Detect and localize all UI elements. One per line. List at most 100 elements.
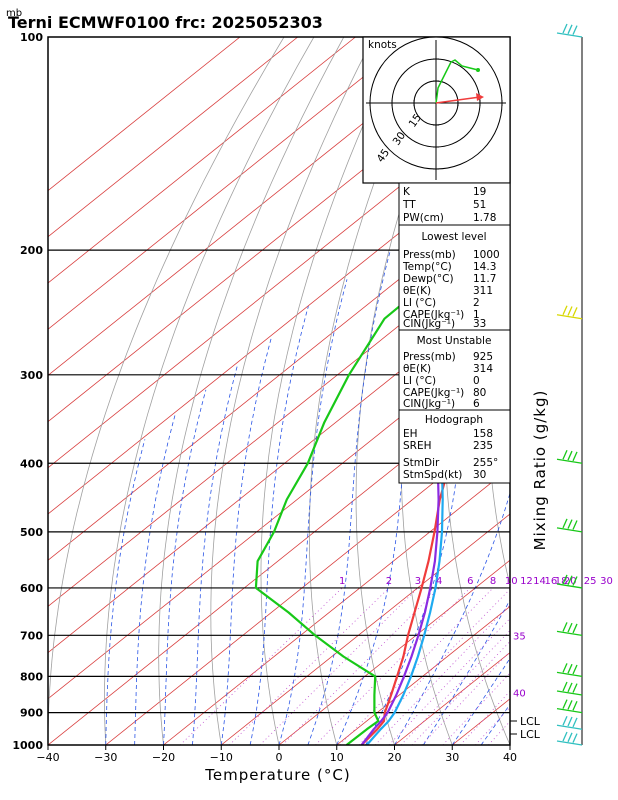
wind-barb-staff — [556, 630, 583, 636]
hodo-val-stmspd: 30 — [473, 469, 486, 481]
mixing-ratio-line — [421, 650, 510, 745]
isotherm-line — [48, 37, 241, 192]
hodograph-trace — [435, 59, 479, 104]
pressure-tick-label: 200 — [20, 244, 43, 257]
mu-key-press: Press(mb) — [403, 351, 456, 363]
index-key-k: K — [403, 186, 411, 198]
wind-barb-staff — [556, 583, 583, 589]
wind-barb-feather — [572, 520, 578, 530]
lowest-val-thetae: 311 — [473, 285, 493, 297]
lowest-key-cin: CIN(Jkg⁻¹) — [403, 318, 455, 330]
temperature-tick-label: 40 — [503, 751, 517, 764]
wind-barb-feather — [572, 576, 578, 586]
temperature-tick-label: −10 — [210, 751, 233, 764]
wind-barb-feather — [572, 25, 578, 35]
wind-barb-feather — [572, 683, 578, 693]
hodo-key-eh: EH — [403, 428, 418, 440]
wind-barb-feather — [562, 23, 568, 34]
isotherm-line — [48, 37, 472, 376]
x-axis-title: Temperature (°C) — [204, 766, 350, 784]
wind-barb-feather — [572, 717, 578, 728]
moist-adiabat-line — [134, 413, 176, 745]
mixing-ratio-label: 2 — [386, 576, 392, 587]
wind-barb-feather — [567, 306, 573, 316]
moist-adiabat-line — [278, 279, 348, 745]
isotherm-line — [48, 37, 414, 330]
wind-barb-feather — [572, 700, 578, 711]
wind-barb-feather — [562, 622, 568, 632]
mixing-ratio-label: 35 — [513, 631, 526, 642]
mixing-ratio-label: 6 — [467, 576, 473, 587]
wind-barb-staff — [556, 724, 583, 730]
hodo-key-stmdir: StmDir — [403, 457, 440, 469]
isotherm-line — [336, 605, 510, 745]
pressure-tick-label: 800 — [20, 670, 43, 683]
lowest-key-dewp: Dewp(°C) — [403, 273, 454, 285]
mixing-ratio-label: 14 — [533, 576, 546, 587]
mixing-ratio-label: 18 — [555, 576, 568, 587]
wind-barb-feather — [567, 716, 573, 727]
hodograph-trace-end — [476, 68, 480, 72]
lowest-level-header: Lowest level — [421, 231, 486, 243]
chart-title: Terni ECMWF0100 frc: 2025052303 — [8, 13, 323, 32]
dry-adiabat-line — [568, 37, 618, 745]
lowest-key-temp: Temp(°C) — [402, 261, 452, 273]
wind-barb-feather — [567, 575, 573, 585]
wind-barb-feather — [572, 307, 578, 317]
lowest-key-li: LI (°C) — [403, 297, 436, 309]
mixing-ratio-line — [442, 672, 510, 745]
moist-adiabat-line — [249, 306, 309, 745]
mixing-ratio-line — [475, 706, 510, 745]
hodograph-table-header: Hodograph — [425, 414, 483, 426]
hodo-key-stmspd: StmSpd(kt) — [403, 469, 462, 481]
isotherm-line — [163, 467, 510, 745]
pressure-tick-label: 900 — [20, 707, 43, 720]
wind-barb-staff — [556, 458, 583, 464]
wind-barb-staff — [556, 690, 583, 696]
lcl-label-2: LCL — [520, 728, 541, 741]
stability-table: K 19 TT 51 PW(cm) 1.78 Lowest level Pres… — [398, 182, 511, 484]
wind-barb-staff — [556, 32, 583, 38]
wind-barb-feather — [567, 622, 573, 633]
wind-barb-feather — [572, 733, 578, 743]
mixing-ratio-label: 3 — [415, 576, 421, 587]
mixing-ratio-label: 40 — [513, 688, 526, 699]
dry-adiabat-line — [308, 37, 434, 745]
wind-barb-staff — [556, 671, 583, 678]
hodo-val-sreh: 235 — [473, 440, 493, 452]
hodo-val-eh: 158 — [473, 428, 493, 440]
isotherm-line — [221, 513, 510, 745]
dry-adiabat-line — [210, 37, 375, 745]
lowest-key-thetae: θE(K) — [403, 285, 431, 297]
mu-val-thetae: 314 — [473, 363, 493, 375]
profile-line — [254, 215, 510, 745]
hodograph-ticks — [369, 37, 503, 170]
wind-barb-feather — [567, 682, 573, 693]
dry-adiabat-line — [104, 37, 315, 745]
y2-axis-title: Mixing Ratio (g/kg) — [531, 390, 549, 551]
mixing-ratio-line — [339, 587, 494, 745]
storm-motion-arrowhead — [476, 93, 484, 101]
temperature-tick-label: −30 — [94, 751, 117, 764]
temperature-tick-labels: −40 −30 −20 −10 0 10 20 30 40 — [36, 745, 517, 764]
mu-key-cin: CIN(Jkg⁻¹) — [403, 398, 455, 410]
moist-adiabat-line — [105, 439, 146, 745]
mixing-ratio-lines — [179, 587, 510, 745]
temperature-tick-label: 10 — [330, 751, 344, 764]
mu-val-li: 0 — [473, 375, 480, 387]
dry-adiabat-line — [355, 37, 464, 745]
isotherm-line — [48, 236, 510, 607]
dry-adiabat-line — [260, 37, 404, 745]
moist-adiabat-line — [163, 389, 207, 745]
pressure-tick-label: 300 — [20, 369, 43, 382]
hodo-key-sreh: SREH — [403, 440, 432, 452]
wind-barb-feather — [567, 450, 573, 461]
temperature-tick-label: 30 — [445, 751, 459, 764]
lcl-markers: LCL LCL — [510, 715, 541, 741]
mixing-ratio-label: 10 — [505, 576, 518, 587]
wind-barb-feather — [562, 518, 568, 529]
wind-barb-feather — [562, 699, 568, 709]
index-val-k: 19 — [473, 186, 486, 198]
table-frame — [398, 182, 511, 484]
lowest-val-press: 1000 — [473, 249, 500, 261]
